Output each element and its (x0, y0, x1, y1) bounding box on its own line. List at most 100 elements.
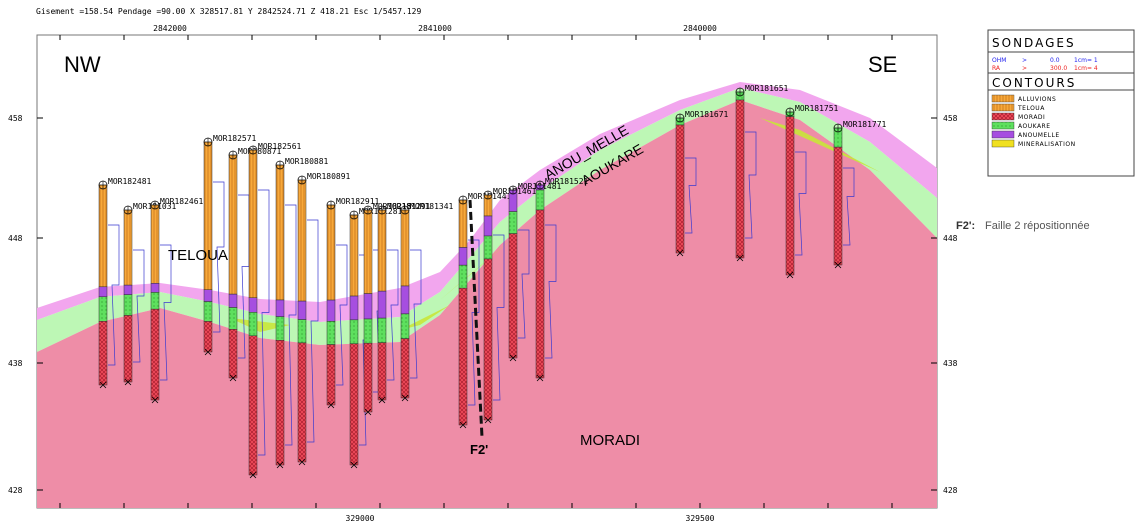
legend-swatch (992, 131, 1014, 138)
section-plot: 4584584484484384384284282842000284100028… (8, 24, 958, 523)
borehole-moradi (229, 329, 237, 378)
borehole-anoumelle (276, 300, 284, 317)
legend-swatch (992, 122, 1014, 129)
borehole-label: MOR180891 (307, 172, 351, 181)
borehole-anoumelle (350, 296, 358, 320)
borehole-teloua (459, 200, 467, 247)
y-axis-label: 438 (8, 359, 23, 368)
region-label: NW (64, 52, 101, 77)
y-axis-label: 458 (943, 114, 958, 123)
borehole-label: MOR181651 (745, 84, 789, 93)
borehole-moradi (249, 336, 257, 475)
borehole-moradi (736, 100, 744, 258)
borehole-aoukare (124, 295, 132, 316)
y-axis-label: 428 (8, 486, 23, 495)
borehole-moradi (99, 321, 107, 385)
cross-section-screen: Gisement =158.54 Pendage =90.00 X 328517… (0, 0, 1136, 529)
legend-row-text: RA (992, 65, 1001, 72)
top-axis-label: 2841000 (418, 24, 452, 33)
borehole-aoukare (204, 302, 212, 322)
borehole-moradi (676, 125, 684, 253)
borehole-teloua (364, 210, 372, 294)
borehole-teloua (151, 205, 159, 283)
borehole-aoukare (298, 320, 306, 343)
legend-item: MINERALISATION (1018, 141, 1076, 148)
borehole-moradi (124, 315, 132, 382)
borehole-moradi (459, 288, 467, 425)
region-label: SE (868, 52, 897, 77)
y-axis-label: 438 (943, 359, 958, 368)
borehole-anoumelle (99, 287, 107, 297)
borehole-aoukare (99, 297, 107, 322)
borehole-teloua (276, 165, 284, 300)
borehole-moradi (484, 259, 492, 420)
borehole-label: MOR181341 (410, 202, 454, 211)
borehole-label: MOR182481 (108, 177, 152, 186)
legend-row-text: > (1022, 57, 1027, 64)
borehole-anoumelle (298, 301, 306, 320)
borehole-label: MOR181771 (843, 120, 887, 129)
borehole-label: MOR180881 (285, 157, 329, 166)
borehole-aoukare (484, 236, 492, 259)
borehole-aoukare (536, 190, 544, 210)
top-axis-label: 2840000 (683, 24, 717, 33)
borehole-anoumelle (124, 285, 132, 295)
borehole-aoukare (249, 312, 257, 335)
y-axis-label: 458 (8, 114, 23, 123)
legend-item: TELOUA (1017, 105, 1045, 112)
legend-swatch (992, 95, 1014, 102)
legend-row-text: > (1022, 65, 1027, 72)
borehole-label: MOR182461 (160, 197, 204, 206)
note-key: F2': (956, 220, 975, 232)
borehole-moradi (364, 343, 372, 412)
borehole-anoumelle (459, 247, 467, 265)
borehole-teloua (327, 205, 335, 300)
borehole-anoumelle (327, 300, 335, 321)
legend-item: ANOUMELLE (1018, 132, 1060, 139)
borehole-teloua (401, 210, 409, 286)
region-label: MORADI (580, 432, 640, 449)
legend-contours-title: CONTOURS (992, 76, 1076, 90)
borehole-moradi (536, 210, 544, 378)
borehole-aoukare (327, 321, 335, 344)
borehole-aoukare (151, 292, 159, 309)
legend-swatch (992, 140, 1014, 147)
borehole-anoumelle (484, 216, 492, 236)
region-label: TELOUA (168, 247, 228, 264)
borehole-label: MOR182571 (213, 134, 257, 143)
borehole-aoukare (229, 308, 237, 330)
borehole-label: MOR182561 (258, 142, 302, 151)
borehole-label: MOR181751 (795, 104, 839, 113)
borehole-anoumelle (249, 298, 257, 313)
borehole-aoukare (378, 318, 386, 343)
borehole-moradi (204, 321, 212, 352)
borehole-aoukare (459, 265, 467, 288)
y-axis-label: 448 (8, 234, 23, 243)
borehole-anoumelle (151, 283, 159, 292)
borehole-moradi (350, 344, 358, 465)
legend-swatch (992, 104, 1014, 111)
borehole-moradi (834, 147, 842, 265)
borehole-anoumelle (401, 286, 409, 314)
borehole-anoumelle (204, 290, 212, 302)
borehole-anoumelle (364, 294, 372, 319)
legend-row-text: 1cm= 4 (1074, 65, 1098, 72)
borehole-teloua (99, 185, 107, 287)
y-axis-label: 428 (943, 486, 958, 495)
borehole-anoumelle (229, 294, 237, 307)
borehole-anoumelle (378, 291, 386, 318)
borehole-aoukare (509, 212, 517, 234)
legend-row-text: 0.0 (1050, 57, 1060, 64)
legend-swatch (992, 113, 1014, 120)
borehole-moradi (151, 309, 159, 400)
legend-item: AOUKARE (1018, 123, 1051, 130)
bottom-axis-label: 329000 (346, 514, 375, 523)
legend-title: SONDAGES (992, 36, 1076, 50)
legend-row-text: OHM (992, 57, 1006, 64)
legend-item: MORADI (1018, 114, 1045, 121)
borehole-teloua (350, 215, 358, 296)
borehole-teloua (298, 180, 306, 301)
borehole-moradi (276, 340, 284, 465)
borehole-label: MOR181671 (685, 110, 729, 119)
